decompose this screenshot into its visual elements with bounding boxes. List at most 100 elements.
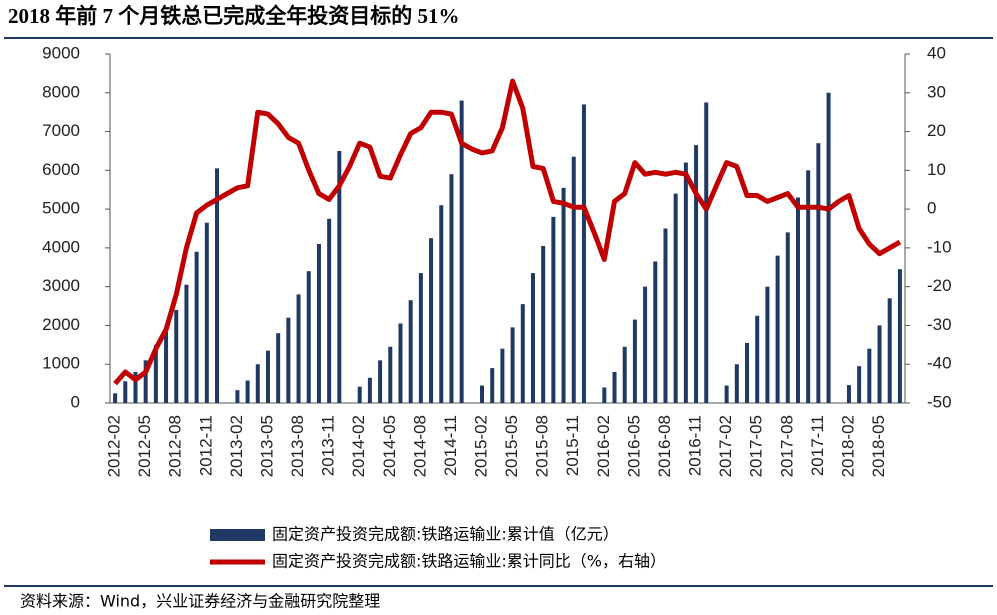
x-tick-label: 2013-11 xyxy=(319,415,338,476)
bar xyxy=(490,368,495,403)
bar xyxy=(887,298,892,403)
x-tick-label: 2014-02 xyxy=(349,415,368,477)
bar xyxy=(265,350,270,403)
x-tick-label: 2013-08 xyxy=(288,415,307,477)
y2-tick-label: -40 xyxy=(927,354,952,373)
bar xyxy=(388,346,393,403)
y2-tick-label: -10 xyxy=(927,237,952,256)
y2-tick-label: 40 xyxy=(927,43,946,62)
x-tick-label: 2017-11 xyxy=(808,415,827,476)
bar xyxy=(653,261,658,403)
bar xyxy=(367,377,372,403)
y2-tick-label: 20 xyxy=(927,121,946,140)
bar xyxy=(439,205,444,403)
bar xyxy=(663,228,668,403)
y-tick-label: 2000 xyxy=(42,315,80,334)
bar xyxy=(204,222,209,403)
bar xyxy=(500,348,505,403)
bar xyxy=(734,364,739,403)
bar xyxy=(286,317,291,403)
bar xyxy=(378,360,383,403)
y2-tick-label: -30 xyxy=(927,315,952,334)
bar xyxy=(846,385,851,403)
bar xyxy=(174,309,179,403)
bar xyxy=(194,251,199,403)
bar xyxy=(816,143,821,403)
bar xyxy=(276,333,281,403)
y-tick-label: 4000 xyxy=(42,237,80,256)
y2-tick-label: 10 xyxy=(927,160,946,179)
y-tick-label: 7000 xyxy=(42,121,80,140)
bar xyxy=(826,92,831,404)
bar xyxy=(745,342,750,403)
x-tick-label: 2014-11 xyxy=(441,415,460,476)
bar xyxy=(123,381,128,403)
bar xyxy=(235,390,240,403)
bar xyxy=(541,245,546,403)
chart-title: 2018 年前 7 个月铁总已完成全年投资目标的 51% xyxy=(8,4,460,28)
line xyxy=(113,78,902,386)
bar xyxy=(694,145,699,403)
bar xyxy=(530,273,535,403)
legend-label: 固定资产投资完成额:铁路运输业:累计值（亿元） xyxy=(272,525,619,544)
bar xyxy=(765,286,770,403)
x-tick-label: 2015-02 xyxy=(472,415,491,477)
x-tick-label: 2015-05 xyxy=(502,415,521,477)
x-tick-label: 2013-02 xyxy=(227,415,246,477)
bar xyxy=(296,294,301,403)
bar xyxy=(857,366,862,403)
y-tick-label: 3000 xyxy=(42,276,80,295)
bar xyxy=(724,385,729,403)
bar xyxy=(418,273,423,403)
bar xyxy=(775,255,780,403)
x-tick-label: 2012-11 xyxy=(196,415,215,476)
x-tick-label: 2015-11 xyxy=(563,415,582,476)
legend-swatch xyxy=(210,529,265,541)
bar xyxy=(449,174,454,403)
bar xyxy=(306,271,311,403)
x-tick-label: 2013-05 xyxy=(257,415,276,477)
legend-label: 固定资产投资完成额:铁路运输业:累计同比（%，右轴） xyxy=(272,552,666,571)
bar xyxy=(602,387,607,403)
source: 资料来源：Wind，兴业证券经济与金融研究院整理 xyxy=(20,592,380,611)
x-tick-label: 2016-02 xyxy=(594,415,613,477)
x-tick-label: 2017-08 xyxy=(777,415,796,477)
bar xyxy=(153,344,158,403)
y2-tick-label: -20 xyxy=(927,276,952,295)
x-tick-label: 2018-05 xyxy=(869,415,888,477)
x-tick-label: 2012-02 xyxy=(105,415,124,477)
bar xyxy=(164,329,169,403)
bar xyxy=(755,315,760,403)
bar xyxy=(510,327,515,403)
x-tick-label: 2014-05 xyxy=(380,415,399,477)
bar xyxy=(398,323,403,403)
bar xyxy=(795,197,800,403)
bar xyxy=(459,100,464,404)
bar xyxy=(785,232,790,403)
bar xyxy=(357,386,362,403)
x-tick-label: 2016-11 xyxy=(686,415,705,476)
bar xyxy=(113,393,118,403)
bar xyxy=(480,385,485,403)
y2-tick-label: -50 xyxy=(927,392,952,411)
x-tick-label: 2014-08 xyxy=(410,415,429,477)
x-tick-label: 2016-08 xyxy=(655,415,674,477)
bar xyxy=(245,380,250,403)
bar xyxy=(897,269,902,403)
bar xyxy=(551,216,556,403)
bar xyxy=(581,104,586,404)
y-tick-label: 6000 xyxy=(42,160,80,179)
bar xyxy=(327,218,332,403)
y2-tick-label: 30 xyxy=(927,82,946,101)
bar xyxy=(429,238,434,403)
x-tick-label: 2012-05 xyxy=(135,415,154,477)
bar xyxy=(622,346,627,403)
bar xyxy=(877,325,882,403)
y-tick-label: 5000 xyxy=(42,199,80,218)
bar xyxy=(215,168,220,403)
x-tick-label: 2018-02 xyxy=(838,415,857,477)
bar xyxy=(806,170,811,403)
y-tick-label: 1000 xyxy=(42,354,80,373)
x-tick-label: 2017-02 xyxy=(716,415,735,477)
